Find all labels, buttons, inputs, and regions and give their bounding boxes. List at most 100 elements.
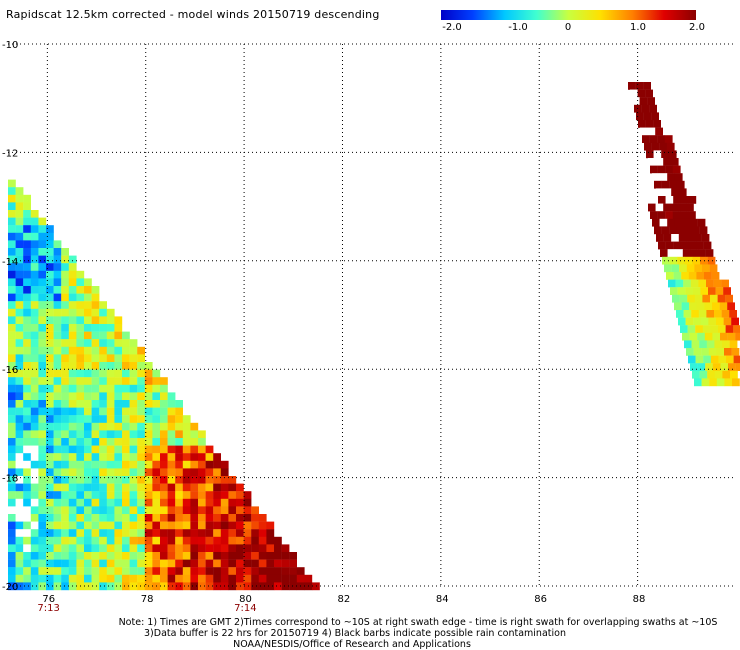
wind-cell bbox=[655, 127, 663, 136]
colorbar-tick-label: 2.0 bbox=[689, 22, 705, 33]
wind-cell bbox=[137, 468, 145, 477]
wind-cell bbox=[228, 498, 237, 507]
wind-cell bbox=[53, 521, 62, 530]
wind-cell bbox=[129, 552, 138, 560]
wind-cell bbox=[99, 346, 107, 355]
wind-cell bbox=[23, 521, 31, 530]
wind-cell bbox=[99, 476, 107, 484]
wind-cell bbox=[243, 521, 252, 530]
wind-cell bbox=[46, 377, 54, 385]
wind-cell bbox=[68, 514, 77, 522]
wind-cell bbox=[175, 506, 183, 515]
wind-cell bbox=[61, 491, 69, 499]
wind-cell bbox=[76, 498, 85, 507]
wind-cell bbox=[167, 422, 176, 431]
wind-cell bbox=[251, 552, 259, 560]
wind-cell bbox=[642, 135, 650, 143]
wind-cell bbox=[76, 354, 85, 363]
wind-cell bbox=[61, 468, 69, 477]
wind-cell bbox=[687, 294, 695, 303]
wind-cell bbox=[190, 498, 199, 507]
wind-cell bbox=[690, 249, 699, 257]
wind-cell bbox=[30, 582, 39, 591]
wind-cell bbox=[712, 332, 721, 341]
wind-cell bbox=[129, 468, 138, 477]
wind-cell bbox=[84, 278, 92, 287]
wind-cell bbox=[137, 559, 145, 568]
wind-cell bbox=[220, 460, 229, 469]
wind-cell bbox=[686, 234, 695, 242]
wind-cell bbox=[38, 407, 47, 416]
wind-cell bbox=[38, 316, 47, 325]
wind-cell bbox=[53, 270, 62, 279]
wind-cell bbox=[38, 453, 47, 461]
wind-cell bbox=[274, 544, 282, 553]
wind-cell bbox=[663, 234, 672, 242]
wind-cell bbox=[205, 491, 214, 499]
wind-cell bbox=[68, 430, 77, 439]
wind-cell bbox=[674, 173, 683, 181]
wind-cell bbox=[137, 552, 145, 560]
wind-cell bbox=[167, 567, 176, 575]
wind-cell bbox=[15, 483, 24, 492]
wind-cell bbox=[61, 506, 69, 515]
wind-cell bbox=[190, 552, 199, 560]
wind-cell bbox=[167, 438, 176, 446]
wind-cell bbox=[114, 483, 123, 492]
wind-cell bbox=[266, 559, 275, 568]
wind-cell bbox=[664, 264, 672, 273]
wind-cell bbox=[91, 308, 100, 317]
wind-cell bbox=[61, 438, 69, 446]
wind-cell bbox=[129, 529, 138, 537]
wind-cell bbox=[46, 476, 54, 484]
wind-cell bbox=[729, 340, 738, 349]
wind-cell bbox=[8, 255, 16, 264]
wind-cell bbox=[46, 331, 54, 340]
wind-cell bbox=[99, 491, 107, 499]
wind-cell bbox=[8, 521, 16, 530]
wind-cell bbox=[46, 529, 54, 537]
wind-cell bbox=[167, 506, 176, 515]
wind-cell bbox=[167, 392, 176, 401]
wind-cell bbox=[137, 521, 145, 530]
wind-cell bbox=[84, 301, 92, 309]
wind-cell bbox=[289, 552, 297, 560]
wind-cell bbox=[243, 544, 252, 553]
wind-cell bbox=[182, 536, 191, 545]
wind-cell bbox=[160, 552, 168, 560]
wind-cell bbox=[68, 346, 77, 355]
wind-cell bbox=[46, 491, 54, 499]
wind-cell bbox=[8, 248, 16, 256]
wind-cell bbox=[213, 460, 221, 469]
wind-cell bbox=[38, 559, 47, 568]
footnote-line-3: NOAA/NESDIS/Office of Research and Appli… bbox=[233, 639, 471, 650]
wind-cell bbox=[236, 559, 244, 568]
wind-cell bbox=[129, 339, 138, 347]
wind-cell bbox=[30, 384, 39, 393]
wind-cell bbox=[205, 483, 214, 492]
wind-cell bbox=[684, 340, 692, 349]
wind-cell bbox=[23, 217, 31, 226]
wind-cell bbox=[15, 248, 24, 256]
wind-cell bbox=[15, 559, 24, 568]
wind-cell bbox=[129, 536, 138, 545]
wind-cell bbox=[190, 574, 199, 583]
wind-cell bbox=[106, 544, 115, 553]
wind-cell bbox=[46, 369, 54, 378]
wind-cell bbox=[698, 310, 707, 318]
wind-cell bbox=[160, 544, 168, 553]
wind-cell bbox=[99, 308, 107, 317]
wind-cell bbox=[84, 491, 92, 499]
wind-cell bbox=[68, 331, 77, 340]
wind-cell bbox=[733, 355, 740, 364]
wind-cell bbox=[122, 369, 130, 378]
wind-cell bbox=[274, 567, 282, 575]
wind-cell bbox=[182, 430, 191, 439]
wind-cell bbox=[236, 514, 244, 522]
wind-cell bbox=[61, 316, 69, 325]
wind-cell bbox=[15, 529, 24, 537]
wind-cell bbox=[160, 521, 168, 530]
wind-cell bbox=[46, 362, 54, 370]
wind-cell bbox=[68, 316, 77, 325]
